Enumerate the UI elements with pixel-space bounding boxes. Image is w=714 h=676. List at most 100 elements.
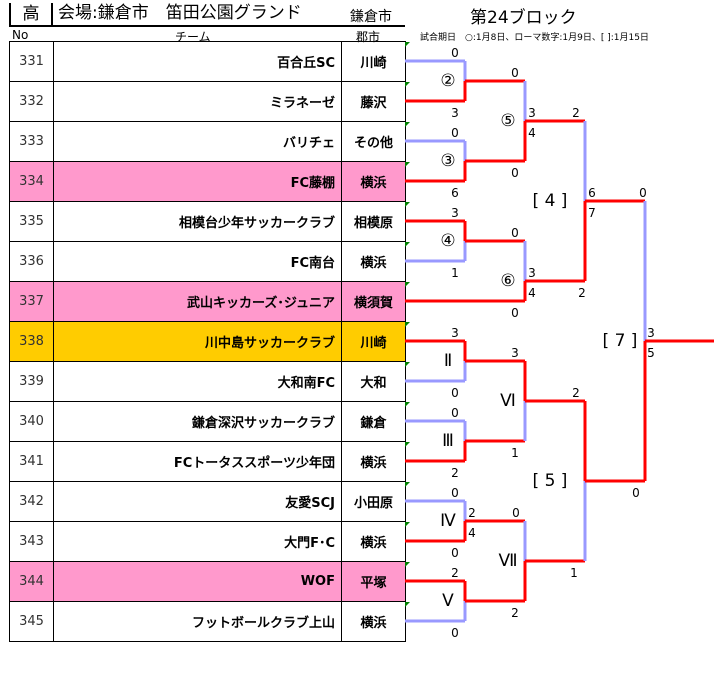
block-title: 第24ブロック	[470, 8, 577, 28]
team-row: 343 大門F･C 横浜	[9, 521, 406, 562]
team-no: 341	[9, 441, 54, 482]
comment-marker-icon	[405, 202, 410, 207]
score: 6	[588, 186, 596, 200]
score: 0	[451, 486, 459, 500]
team-city: 横浜	[341, 241, 406, 282]
match-label: [ 7 ]	[603, 331, 638, 351]
match-label: [ 5 ]	[533, 471, 568, 491]
team-row: 344 WOF 平塚	[9, 561, 406, 602]
comment-marker-icon	[405, 402, 410, 407]
match-label: ④	[440, 231, 455, 251]
team-city: 横浜	[341, 441, 406, 482]
score: 5	[647, 346, 655, 360]
match-label: Ⅶ	[498, 551, 517, 571]
team-row: 339 大和南FC 大和	[9, 361, 406, 402]
score: 0	[451, 126, 459, 140]
team-city: 相模原	[341, 201, 406, 242]
comment-marker-icon	[405, 602, 410, 607]
team-no: 343	[9, 521, 54, 562]
comment-marker-icon	[405, 42, 410, 47]
team-no: 339	[9, 361, 54, 402]
team-no: 332	[9, 81, 54, 122]
team-name: フットボールクラブ上山	[53, 601, 342, 642]
score: 4	[528, 126, 536, 140]
score: 1	[511, 446, 519, 460]
team-no: 336	[9, 241, 54, 282]
comment-marker-icon	[405, 322, 410, 327]
team-row: 332 ミラネーゼ 藤沢	[9, 81, 406, 122]
score: 0	[512, 506, 520, 520]
team-city: 横浜	[341, 601, 406, 642]
score: 3	[647, 326, 655, 340]
score: 2	[572, 386, 580, 400]
score: 1	[570, 566, 578, 580]
comment-marker-icon	[405, 482, 410, 487]
team-row: 337 武山キッカーズ･ジュニア 横須賀	[9, 281, 406, 322]
team-no: 342	[9, 481, 54, 522]
comment-marker-icon	[405, 522, 410, 527]
comment-marker-icon	[405, 442, 410, 447]
col-no-header: No	[12, 28, 29, 42]
venue-title: 会場:鎌倉市 笛田公園グランド	[58, 3, 302, 23]
score: 3	[528, 106, 536, 120]
match-label: ②	[440, 71, 455, 91]
col-team-header: チーム	[175, 30, 211, 44]
header-divider	[9, 25, 405, 27]
score: 0	[511, 306, 519, 320]
score: 0	[451, 46, 459, 60]
score: 0	[632, 486, 640, 500]
match-label: ⑤	[500, 111, 515, 131]
team-no: 344	[9, 561, 54, 602]
score: 3	[451, 206, 459, 220]
team-name: 大門F･C	[53, 521, 342, 562]
team-row: 338 川中島サッカークラブ 川崎	[9, 321, 406, 362]
score: 0	[451, 386, 459, 400]
schedule-note: 試合期日 ○:1月8日、ローマ数字:1月9日、[ ]:1月15日	[420, 33, 649, 43]
team-city: 横須賀	[341, 281, 406, 322]
comment-marker-icon	[405, 282, 410, 287]
comment-marker-icon	[405, 162, 410, 167]
comment-marker-icon	[405, 82, 410, 87]
match-label: ③	[440, 151, 455, 171]
team-row: 331 百合丘SC 川崎	[9, 41, 406, 82]
score: 2	[572, 106, 580, 120]
team-row: 345 フットボールクラブ上山 横浜	[9, 601, 406, 642]
score: 0	[451, 546, 459, 560]
match-label: Ⅲ	[442, 431, 454, 451]
score: 0	[451, 626, 459, 640]
comment-marker-icon	[405, 242, 410, 247]
score: 0	[511, 226, 519, 240]
team-city: 川崎	[341, 321, 406, 362]
score: 0	[639, 186, 647, 200]
score: 3	[451, 106, 459, 120]
match-label: [ 4 ]	[533, 191, 568, 211]
team-name: 川中島サッカークラブ	[53, 321, 342, 362]
score: 3	[511, 346, 519, 360]
score: 4	[528, 286, 536, 300]
score: 0	[511, 166, 519, 180]
team-no: 340	[9, 401, 54, 442]
score: 3	[528, 266, 536, 280]
match-label: Ⅳ	[440, 511, 456, 531]
comment-marker-icon	[405, 122, 410, 127]
team-row: 334 FC藤棚 横浜	[9, 161, 406, 202]
match-label: Ⅴ	[442, 591, 454, 611]
team-name: FC藤棚	[53, 161, 342, 202]
team-name: 大和南FC	[53, 361, 342, 402]
score: 2	[468, 506, 476, 520]
team-city: 横浜	[341, 161, 406, 202]
col-city-header: 郡市	[356, 30, 381, 44]
team-name: 武山キッカーズ･ジュニア	[53, 281, 342, 322]
team-name: 相模台少年サッカークラブ	[53, 201, 342, 242]
match-label: Ⅱ	[444, 351, 452, 371]
score: 3	[451, 326, 459, 340]
team-name: 友愛SCJ	[53, 481, 342, 522]
comment-marker-icon	[405, 562, 410, 567]
score: 0	[451, 406, 459, 420]
score: 0	[511, 66, 519, 80]
score: 2	[451, 466, 459, 480]
score: 4	[468, 526, 476, 540]
team-city: その他	[341, 121, 406, 162]
team-no: 338	[9, 321, 54, 362]
